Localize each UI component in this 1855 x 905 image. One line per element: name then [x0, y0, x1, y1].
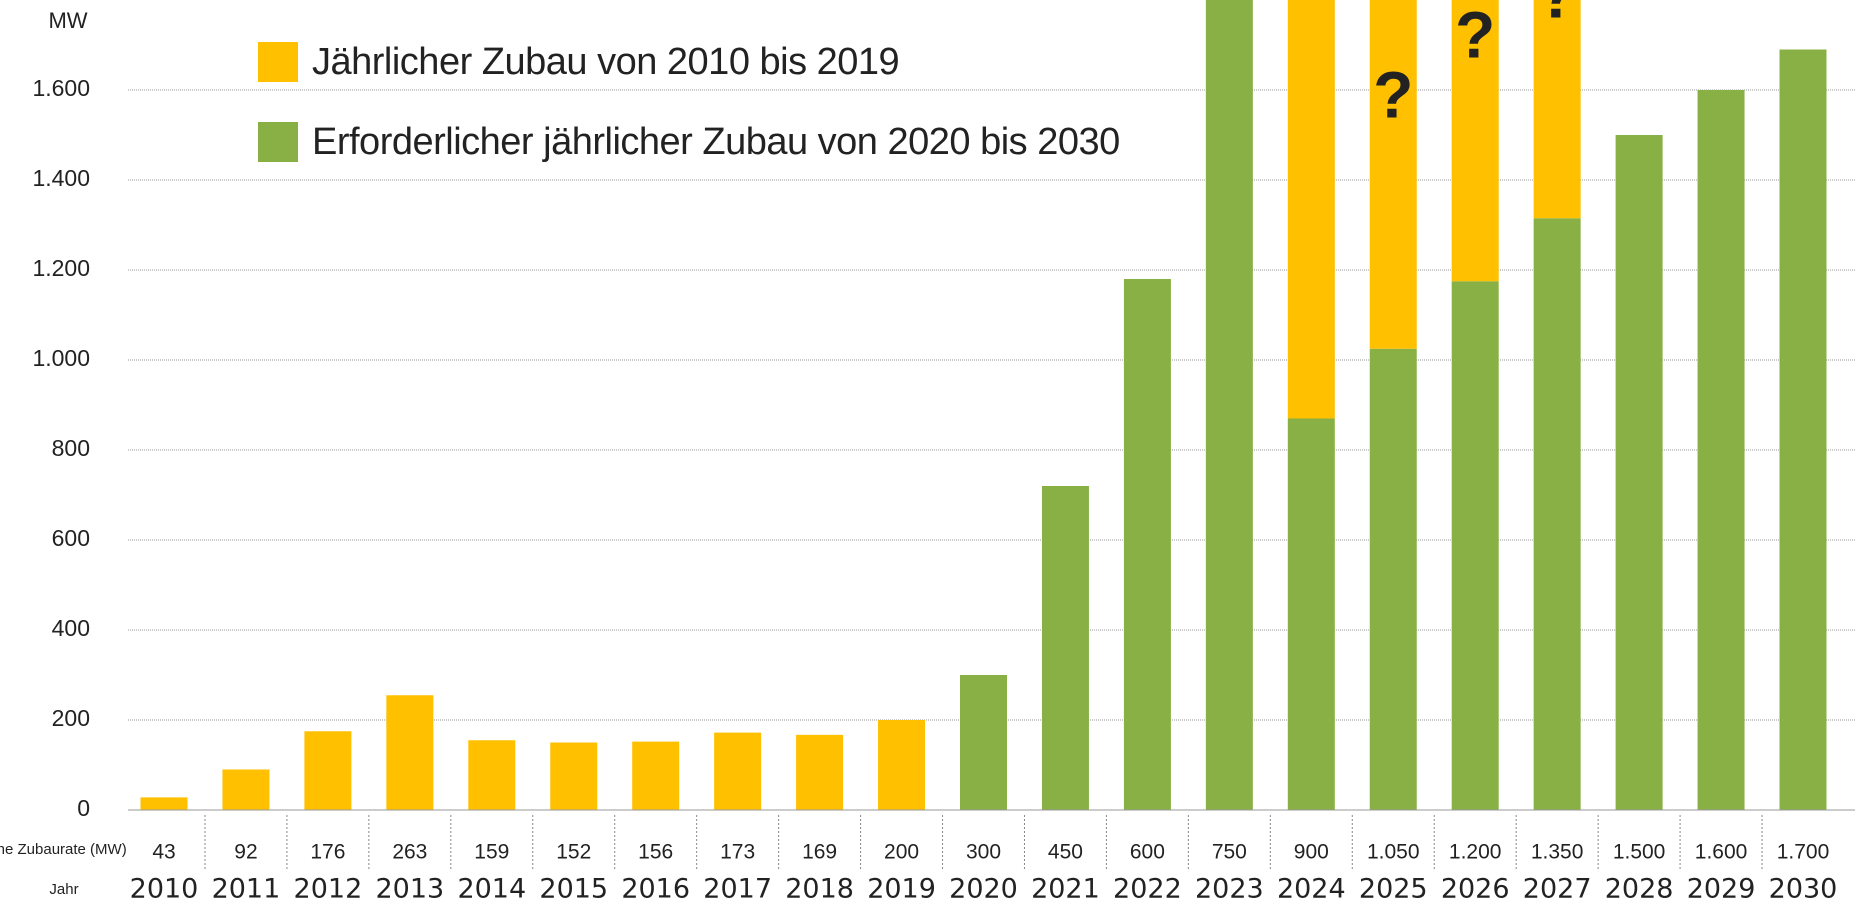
rate-label: 92 [234, 841, 257, 864]
y-tick-label: 1.200 [32, 255, 90, 281]
x-tick-label: 2012 [294, 874, 363, 905]
rate-label: 1.600 [1695, 841, 1748, 864]
bar [1697, 90, 1745, 810]
y-tick-label: 800 [52, 435, 90, 461]
row-header: Jährliche Zubaurate (MW) [0, 841, 127, 858]
bar [960, 675, 1007, 810]
y-tick-label: 0 [77, 795, 90, 821]
bar [1123, 279, 1171, 810]
bar [1451, 281, 1499, 810]
rate-label: 263 [392, 841, 427, 864]
bar [222, 769, 270, 810]
bar [386, 695, 434, 810]
x-tick-label: 2016 [621, 874, 690, 905]
rate-label: 43 [152, 841, 175, 864]
y-tick-label: 200 [52, 705, 90, 731]
bar [304, 731, 352, 810]
x-tick-label: 2018 [785, 874, 854, 905]
y-unit-label: MW [48, 8, 87, 33]
x-tick-label: 2019 [867, 874, 936, 905]
bar [1287, 418, 1335, 810]
rate-label: 1.350 [1531, 841, 1584, 864]
rate-label: 600 [1130, 841, 1165, 864]
bar [1369, 348, 1417, 810]
y-tick-label: 1.400 [32, 165, 90, 191]
rate-label: 200 [884, 841, 919, 864]
rate-label: 173 [720, 841, 755, 864]
bar [1287, 0, 1335, 419]
rate-label: 300 [966, 841, 1001, 864]
bar [632, 741, 680, 810]
rate-label: 450 [1048, 841, 1083, 864]
legend-swatch [258, 42, 298, 82]
x-tick-label: 2010 [130, 874, 199, 905]
x-tick-label: 2028 [1605, 874, 1674, 905]
rate-label: 1.200 [1449, 841, 1502, 864]
bar [1779, 49, 1827, 810]
rate-label: 152 [556, 841, 591, 864]
x-tick-label: 2024 [1277, 874, 1346, 905]
x-tick-label: 2025 [1359, 874, 1428, 905]
x-tick-label: 2017 [703, 874, 772, 905]
bars [140, 0, 1827, 810]
rate-label: 1.500 [1613, 841, 1666, 864]
bar [1533, 0, 1581, 219]
y-tick-label: 400 [52, 615, 90, 641]
bar [1369, 0, 1417, 349]
x-tick-label: 2015 [539, 874, 608, 905]
x-tick-label: 2023 [1195, 874, 1264, 905]
legend-swatch [258, 122, 298, 162]
bar [1533, 218, 1581, 810]
rate-label: 1.050 [1367, 841, 1420, 864]
rate-label: 176 [310, 841, 345, 864]
rate-label: 1.700 [1777, 841, 1830, 864]
bar [468, 740, 516, 810]
bar [878, 720, 926, 810]
x-tick-label: 2014 [457, 874, 526, 905]
rate-label: 750 [1212, 841, 1247, 864]
legend-label: Erforderlicher jährlicher Zubau von 2020… [312, 121, 1120, 163]
bar [1205, 0, 1253, 810]
y-tick-label: 1.000 [32, 345, 90, 371]
x-tick-label: 2011 [212, 874, 281, 905]
row-header: Jahr [49, 881, 78, 898]
annotation: ? [1373, 57, 1413, 131]
x-tick-label: 2013 [375, 874, 444, 905]
x-tick-label: 2030 [1769, 874, 1838, 905]
x-tick-label: 2021 [1031, 874, 1100, 905]
bar [1041, 486, 1089, 810]
annotation: ? [1537, 0, 1577, 31]
y-tick-label: 600 [52, 525, 90, 551]
bar [1615, 135, 1663, 810]
bar [714, 732, 762, 810]
bar [140, 797, 188, 810]
bar [550, 742, 598, 810]
x-tick-label: 2020 [949, 874, 1018, 905]
x-tick-label: 2027 [1523, 874, 1592, 905]
rate-label: 169 [802, 841, 837, 864]
bar [1451, 0, 1499, 282]
x-tick-label: 2026 [1441, 874, 1510, 905]
rate-label: 900 [1294, 841, 1329, 864]
rate-label: 156 [638, 841, 673, 864]
legend-label: Jährlicher Zubau von 2010 bis 2019 [312, 41, 899, 83]
y-tick-label: 1.600 [32, 75, 90, 101]
bar [796, 734, 844, 810]
annotation: ? [1455, 0, 1495, 71]
rate-label: 159 [474, 841, 509, 864]
x-tick-label: 2029 [1687, 874, 1756, 905]
x-tick-label: 2022 [1113, 874, 1182, 905]
